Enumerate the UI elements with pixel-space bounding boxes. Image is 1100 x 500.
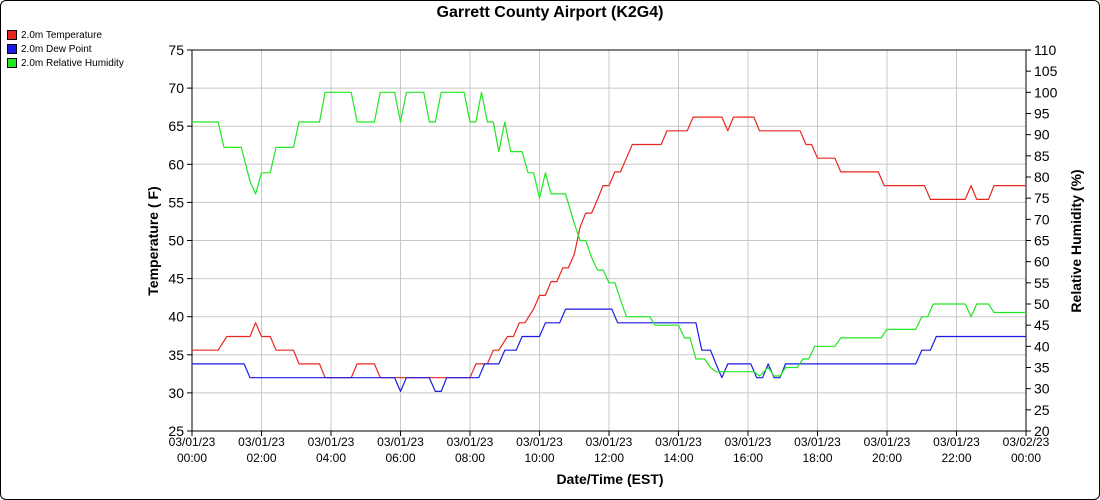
x-tick-label-date: 03/01/23 bbox=[586, 435, 633, 449]
y2-tick-label: 105 bbox=[1034, 63, 1058, 79]
y2-tick-label: 110 bbox=[1034, 42, 1057, 58]
series-layer bbox=[192, 91, 1026, 392]
y2-tick-label: 35 bbox=[1034, 360, 1050, 376]
y-tick-label: 60 bbox=[168, 156, 184, 172]
y-tick-label: 35 bbox=[168, 347, 184, 363]
legend-item-humidity: 2.0m Relative Humidity bbox=[7, 56, 124, 70]
legend-label-dew-point: 2.0m Dew Point bbox=[21, 43, 92, 55]
legend: 2.0m Temperature 2.0m Dew Point 2.0m Rel… bbox=[7, 28, 124, 70]
y2-tick-label: 65 bbox=[1034, 233, 1050, 249]
legend-label-humidity: 2.0m Relative Humidity bbox=[21, 57, 124, 69]
y2-tick-label: 95 bbox=[1034, 106, 1050, 122]
x-tick-label-date: 03/01/23 bbox=[377, 435, 424, 449]
y2-tick-label: 75 bbox=[1034, 190, 1050, 206]
y2-tick-label: 100 bbox=[1034, 84, 1058, 100]
y-tick-label: 70 bbox=[168, 80, 184, 96]
x-tick-label-time: 08:00 bbox=[455, 451, 485, 465]
y2-tick-label: 45 bbox=[1034, 317, 1050, 333]
x-tick-label-time: 18:00 bbox=[802, 451, 832, 465]
legend-swatch-dew-point bbox=[7, 44, 17, 54]
y-tick-label: 45 bbox=[168, 271, 184, 287]
x-tick-label-time: 00:00 bbox=[1011, 451, 1041, 465]
chart-title: Garrett County Airport (K2G4) bbox=[436, 4, 664, 21]
x-tick-label-time: 10:00 bbox=[524, 451, 554, 465]
x-tick-label-time: 06:00 bbox=[385, 451, 415, 465]
y-tick-label: 55 bbox=[168, 194, 184, 210]
y-tick-label: 40 bbox=[168, 309, 184, 325]
y2-tick-label: 55 bbox=[1034, 275, 1050, 291]
series-dew-point-line bbox=[192, 308, 1026, 392]
x-tick-label-time: 22:00 bbox=[941, 451, 971, 465]
y-tick-label: 50 bbox=[168, 233, 184, 249]
x-tick-label-time: 04:00 bbox=[316, 451, 346, 465]
y2-tick-label: 85 bbox=[1034, 148, 1050, 164]
x-tick-label-date: 03/01/23 bbox=[169, 435, 216, 449]
x-tick-label-time: 12:00 bbox=[594, 451, 624, 465]
y-tick-label: 30 bbox=[168, 385, 184, 401]
x-tick-label-date: 03/01/23 bbox=[447, 435, 494, 449]
y2-tick-label: 40 bbox=[1034, 338, 1050, 354]
x-tick-label-date: 03/01/23 bbox=[794, 435, 841, 449]
y2-tick-label: 50 bbox=[1034, 296, 1050, 312]
y2-tick-label: 90 bbox=[1034, 127, 1050, 143]
plot-border bbox=[191, 49, 1027, 432]
x-axis-label: Date/Time (EST) bbox=[556, 471, 663, 487]
y2-tick-label: 60 bbox=[1034, 254, 1050, 270]
y-tick-label: 25 bbox=[168, 423, 184, 439]
y2-tick-label: 80 bbox=[1034, 169, 1050, 185]
y2-tick-label: 70 bbox=[1034, 211, 1050, 227]
legend-label-temperature: 2.0m Temperature bbox=[21, 29, 102, 41]
legend-swatch-humidity bbox=[7, 58, 17, 68]
x-tick-label-date: 03/01/23 bbox=[725, 435, 772, 449]
x-tick-label-date: 03/01/23 bbox=[516, 435, 563, 449]
series-humidity-line bbox=[192, 91, 1026, 377]
y2-tick-label: 30 bbox=[1034, 381, 1050, 397]
x-tick-label-date: 03/02/23 bbox=[1003, 435, 1050, 449]
x-tick-label-time: 02:00 bbox=[246, 451, 276, 465]
x-tick-label-time: 00:00 bbox=[177, 451, 207, 465]
y-tick-label: 75 bbox=[168, 42, 184, 58]
y-tick-label: 65 bbox=[168, 118, 184, 134]
axes: 25 30 35 40 45 50 55 60 65 70 75 20 25 30 35 40 45 50 55 60… bbox=[168, 42, 1057, 465]
y2-tick-label: 20 bbox=[1034, 423, 1050, 439]
x-tick-label-date: 03/01/23 bbox=[655, 435, 702, 449]
x-tick-label-date: 03/01/23 bbox=[933, 435, 980, 449]
x-tick-label-time: 20:00 bbox=[872, 451, 902, 465]
x-tick-label-time: 14:00 bbox=[663, 451, 693, 465]
grid bbox=[191, 49, 1027, 432]
y2-axis-label: Relative Humidity (%) bbox=[1068, 169, 1084, 312]
x-tick-label-date: 03/01/23 bbox=[864, 435, 911, 449]
x-tick-label-time: 16:00 bbox=[733, 451, 763, 465]
x-tick-label-date: 03/01/23 bbox=[238, 435, 285, 449]
legend-item-temperature: 2.0m Temperature bbox=[7, 28, 124, 42]
y-axis-label: Temperature ( F) bbox=[145, 186, 161, 295]
y2-tick-label: 25 bbox=[1034, 402, 1050, 418]
legend-item-dew-point: 2.0m Dew Point bbox=[7, 42, 124, 56]
legend-swatch-temperature bbox=[7, 30, 17, 40]
x-tick-label-date: 03/01/23 bbox=[308, 435, 355, 449]
